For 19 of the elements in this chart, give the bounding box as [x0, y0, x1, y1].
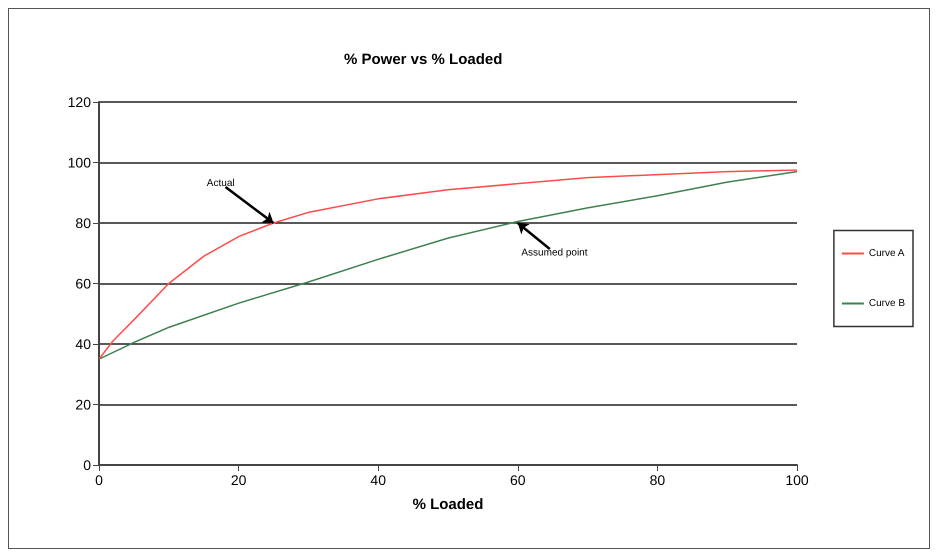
- legend-label: Curve A: [868, 248, 905, 259]
- x-tick-label: 40: [370, 472, 386, 488]
- annotation: Assumed point: [521, 247, 588, 258]
- y-tick-label: 0: [83, 457, 92, 473]
- y-tick-label: 100: [68, 154, 92, 170]
- x-axis-title: % Loaded: [412, 496, 484, 513]
- x-tick-label: 80: [650, 472, 666, 488]
- legend-label: Curve B: [868, 298, 906, 309]
- x-tick-label: 100: [785, 472, 809, 488]
- y-tick-label: 60: [75, 276, 92, 292]
- y-tick-label: 120: [68, 94, 92, 110]
- chart-title: % Power vs % Loaded: [344, 51, 502, 68]
- annotation: Actual: [206, 178, 235, 189]
- y-tick-label: 20: [75, 396, 92, 412]
- x-tick-label: 60: [510, 472, 526, 488]
- x-tick-label: 0: [95, 472, 104, 488]
- y-tick-label: 80: [75, 215, 92, 231]
- x-tick-label: 20: [230, 472, 247, 488]
- y-tick-label: 40: [75, 336, 92, 352]
